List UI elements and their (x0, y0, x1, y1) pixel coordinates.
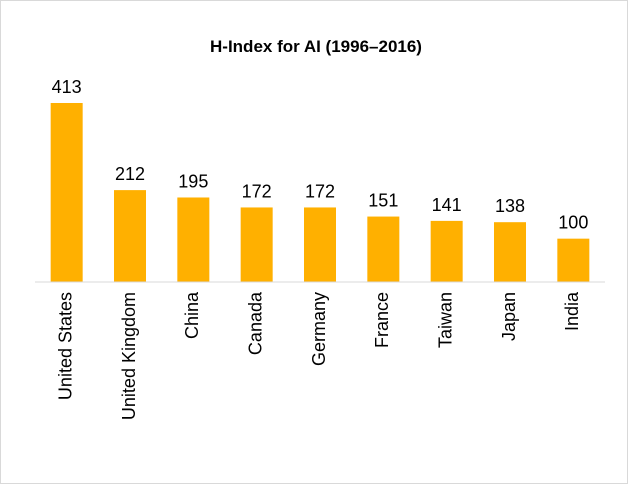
data-label: 141 (432, 195, 462, 215)
data-label: 151 (368, 191, 398, 211)
bar (240, 207, 273, 282)
x-tick-label: Taiwan (435, 292, 455, 348)
x-tick-label: France (372, 292, 392, 348)
bar (177, 197, 210, 282)
x-tick-label: Japan (499, 292, 519, 341)
chart-title: H-Index for AI (1996–2016) (210, 37, 422, 56)
x-tick-label: Germany (309, 292, 329, 366)
bar (430, 220, 463, 282)
x-tick-label: Canada (245, 291, 265, 355)
data-label: 212 (115, 164, 145, 184)
bar (50, 103, 83, 282)
bar (557, 238, 590, 282)
bar (304, 207, 336, 282)
data-label: 172 (242, 181, 272, 201)
x-tick-label: India (562, 291, 582, 331)
x-tick-label: United Kingdom (119, 292, 139, 420)
x-tick-label: China (182, 291, 202, 339)
data-label: 138 (495, 196, 525, 216)
data-label: 100 (558, 213, 588, 233)
data-label: 195 (178, 171, 208, 191)
x-tick-label: United States (55, 292, 75, 400)
bar (494, 222, 526, 282)
bar (367, 216, 400, 282)
data-label: 172 (305, 181, 335, 201)
data-label: 413 (52, 77, 82, 97)
bar (114, 190, 146, 282)
